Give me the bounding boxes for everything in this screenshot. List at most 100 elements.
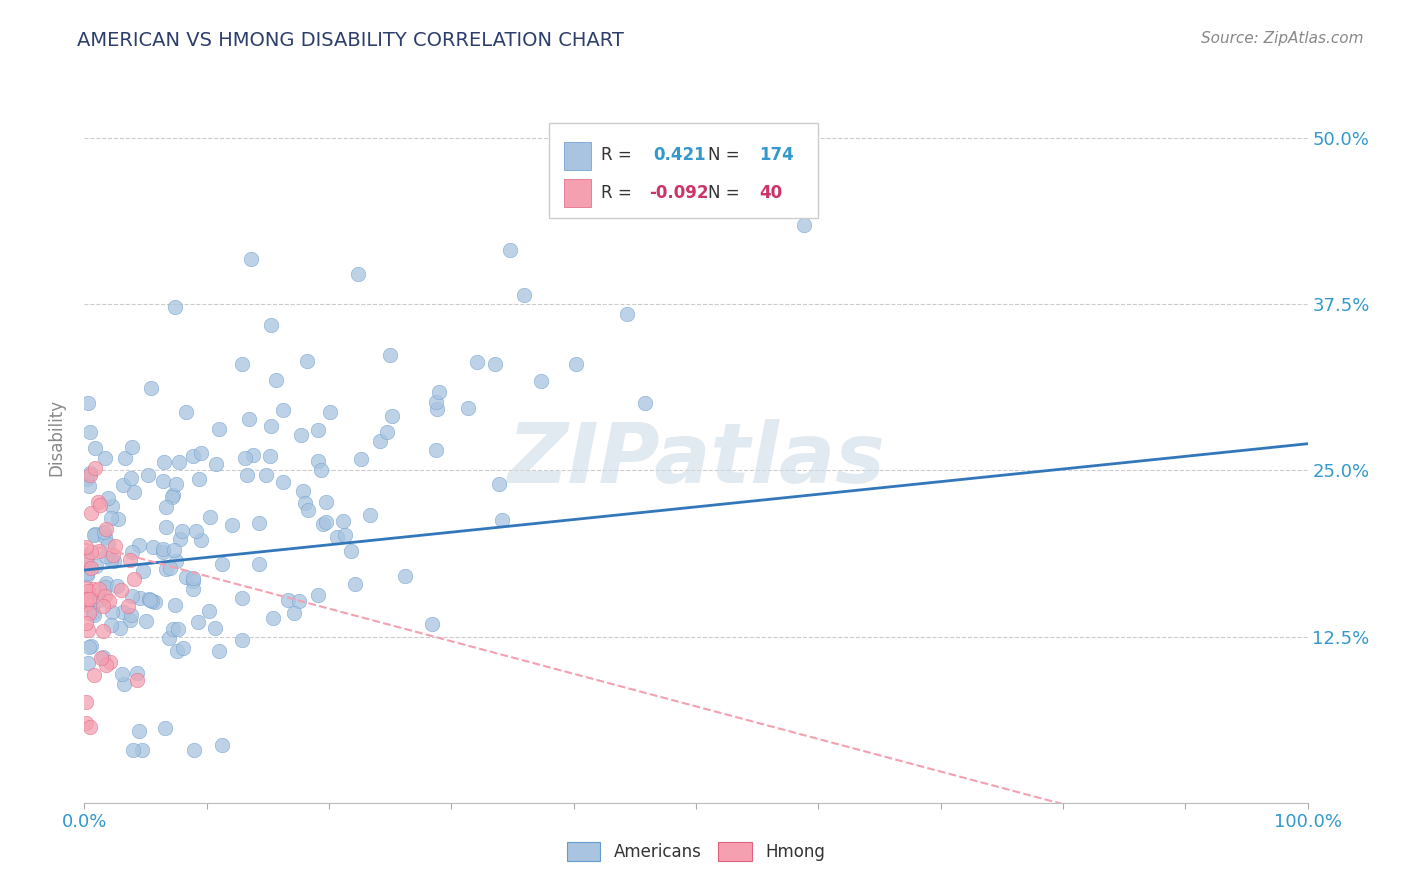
- Point: [96, 522, 118, 536]
- Point: [165, 477, 187, 491]
- Point: [260, 318, 283, 333]
- Point: [132, 564, 155, 578]
- Point: [128, 723, 150, 738]
- Point: [77, 584, 100, 599]
- Point: [170, 524, 193, 539]
- Point: [426, 402, 449, 417]
- Text: ZIPatlas: ZIPatlas: [508, 418, 884, 500]
- Point: [166, 643, 188, 657]
- Text: N =: N =: [709, 184, 740, 202]
- Point: [174, 570, 197, 584]
- Point: [240, 252, 263, 266]
- Point: [184, 524, 207, 538]
- Point: [77, 640, 100, 654]
- Point: [87, 582, 110, 596]
- Point: [221, 517, 243, 532]
- Point: [120, 470, 142, 484]
- Point: [76, 396, 98, 410]
- Point: [420, 616, 443, 631]
- Point: [340, 544, 363, 558]
- Point: [120, 613, 142, 627]
- Point: [75, 591, 97, 606]
- Point: [181, 450, 204, 464]
- Point: [79, 467, 101, 482]
- Point: [108, 621, 131, 635]
- Point: [77, 606, 100, 620]
- Point: [94, 530, 117, 544]
- Point: [94, 549, 117, 564]
- Point: [76, 568, 98, 582]
- Point: [204, 622, 226, 636]
- Point: [101, 548, 124, 562]
- Point: [121, 544, 143, 558]
- Point: [127, 673, 149, 687]
- Point: [616, 307, 638, 321]
- Point: [238, 412, 260, 426]
- Point: [231, 357, 253, 371]
- Point: [105, 579, 128, 593]
- Point: [114, 451, 136, 466]
- Point: [457, 401, 479, 416]
- Point: [75, 540, 97, 554]
- Point: [79, 720, 101, 734]
- Point: [121, 440, 143, 454]
- Point: [152, 545, 174, 559]
- Point: [100, 617, 122, 632]
- Point: [100, 553, 122, 567]
- Point: [381, 409, 404, 424]
- Point: [139, 593, 162, 607]
- Point: [183, 571, 205, 585]
- Point: [290, 428, 312, 442]
- Point: [167, 455, 190, 469]
- Point: [83, 461, 105, 475]
- Point: [96, 658, 118, 673]
- Text: 174: 174: [759, 145, 794, 164]
- Point: [97, 594, 120, 608]
- Point: [198, 604, 221, 618]
- Point: [77, 592, 100, 607]
- Point: [375, 425, 398, 439]
- Point: [231, 633, 253, 648]
- Point: [208, 422, 231, 436]
- FancyBboxPatch shape: [550, 122, 818, 218]
- Point: [162, 488, 184, 502]
- Point: [211, 738, 233, 752]
- Point: [233, 450, 256, 465]
- Point: [247, 557, 270, 571]
- Point: [93, 525, 115, 540]
- Point: [315, 515, 337, 529]
- Point: [155, 500, 177, 514]
- Text: 40: 40: [759, 184, 783, 202]
- Point: [484, 357, 506, 371]
- Point: [157, 631, 180, 645]
- Point: [79, 425, 101, 440]
- Point: [187, 615, 209, 629]
- Point: [152, 475, 174, 489]
- Point: [79, 479, 101, 493]
- Point: [208, 644, 231, 658]
- Point: [107, 512, 129, 526]
- Point: [121, 590, 143, 604]
- Y-axis label: Disability: Disability: [48, 399, 66, 475]
- Point: [153, 721, 176, 735]
- Text: -0.092: -0.092: [650, 184, 709, 202]
- Point: [332, 514, 354, 528]
- Point: [530, 374, 553, 388]
- Point: [94, 575, 117, 590]
- Point: [172, 641, 194, 656]
- Point: [110, 667, 132, 681]
- Point: [295, 354, 318, 368]
- Point: [75, 716, 97, 731]
- Point: [75, 695, 97, 709]
- Point: [91, 624, 114, 639]
- Point: [307, 454, 329, 468]
- Point: [176, 404, 198, 418]
- Point: [89, 543, 111, 558]
- Point: [75, 597, 97, 611]
- Point: [122, 484, 145, 499]
- Text: Source: ZipAtlas.com: Source: ZipAtlas.com: [1201, 31, 1364, 46]
- Point: [271, 475, 294, 489]
- Point: [163, 300, 186, 314]
- Point: [80, 639, 103, 653]
- Point: [307, 588, 329, 602]
